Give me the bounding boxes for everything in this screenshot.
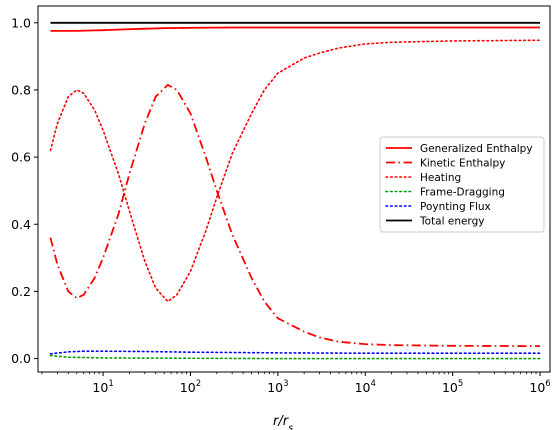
series-layer bbox=[49, 21, 541, 360]
series-line-poynting-flux bbox=[49, 350, 541, 355]
x-tick-label: 104 bbox=[355, 379, 376, 395]
y-tick-label: 0.8 bbox=[11, 82, 31, 97]
legend-label-kinetic-enthalpy: Kinetic Enthalpy bbox=[420, 157, 505, 169]
x-axis-label-sub: s bbox=[288, 423, 293, 430]
series-line-kinetic-enthalpy bbox=[49, 83, 541, 348]
legend: Generalized Enthalpy Kinetic Enthalpy Heat… bbox=[379, 136, 545, 233]
x-tick-label: 102 bbox=[180, 379, 201, 395]
legend-box bbox=[379, 136, 545, 233]
series-line-generalized-enthalpy bbox=[50, 26, 541, 32]
y-tick-label: 0.0 bbox=[11, 351, 31, 366]
x-tick-label: 101 bbox=[92, 379, 113, 395]
y-tick-label: 0.2 bbox=[11, 284, 31, 299]
series-line-frame-dragging bbox=[49, 354, 541, 360]
series-line-heating bbox=[49, 39, 541, 303]
x-tick-label: 105 bbox=[442, 379, 463, 395]
y-tick-label: 0.6 bbox=[11, 150, 31, 165]
ticks-layer: 0.0 0.2 0.4 0.6 0.8 1.0 101 102 103 104 105 106 bbox=[11, 15, 551, 395]
legend-label-heating: Heating bbox=[420, 172, 461, 184]
x-axis-label-main: r/r bbox=[273, 414, 290, 429]
y-tick-label: 0.4 bbox=[11, 217, 31, 232]
legend-label-generalized-enthalpy: Generalized Enthalpy bbox=[420, 143, 533, 155]
legend-label-frame-dragging: Frame-Dragging bbox=[420, 186, 505, 198]
x-axis-label: r/rs bbox=[273, 414, 293, 430]
y-tick-label: 1.0 bbox=[11, 15, 31, 30]
plot-frame bbox=[37, 5, 551, 373]
legend-label-poynting-flux: Poynting Flux bbox=[420, 201, 491, 213]
legend-label-total-energy: Total energy bbox=[419, 215, 484, 227]
x-tick-label: 106 bbox=[529, 379, 550, 395]
x-tick-label: 103 bbox=[267, 379, 288, 395]
